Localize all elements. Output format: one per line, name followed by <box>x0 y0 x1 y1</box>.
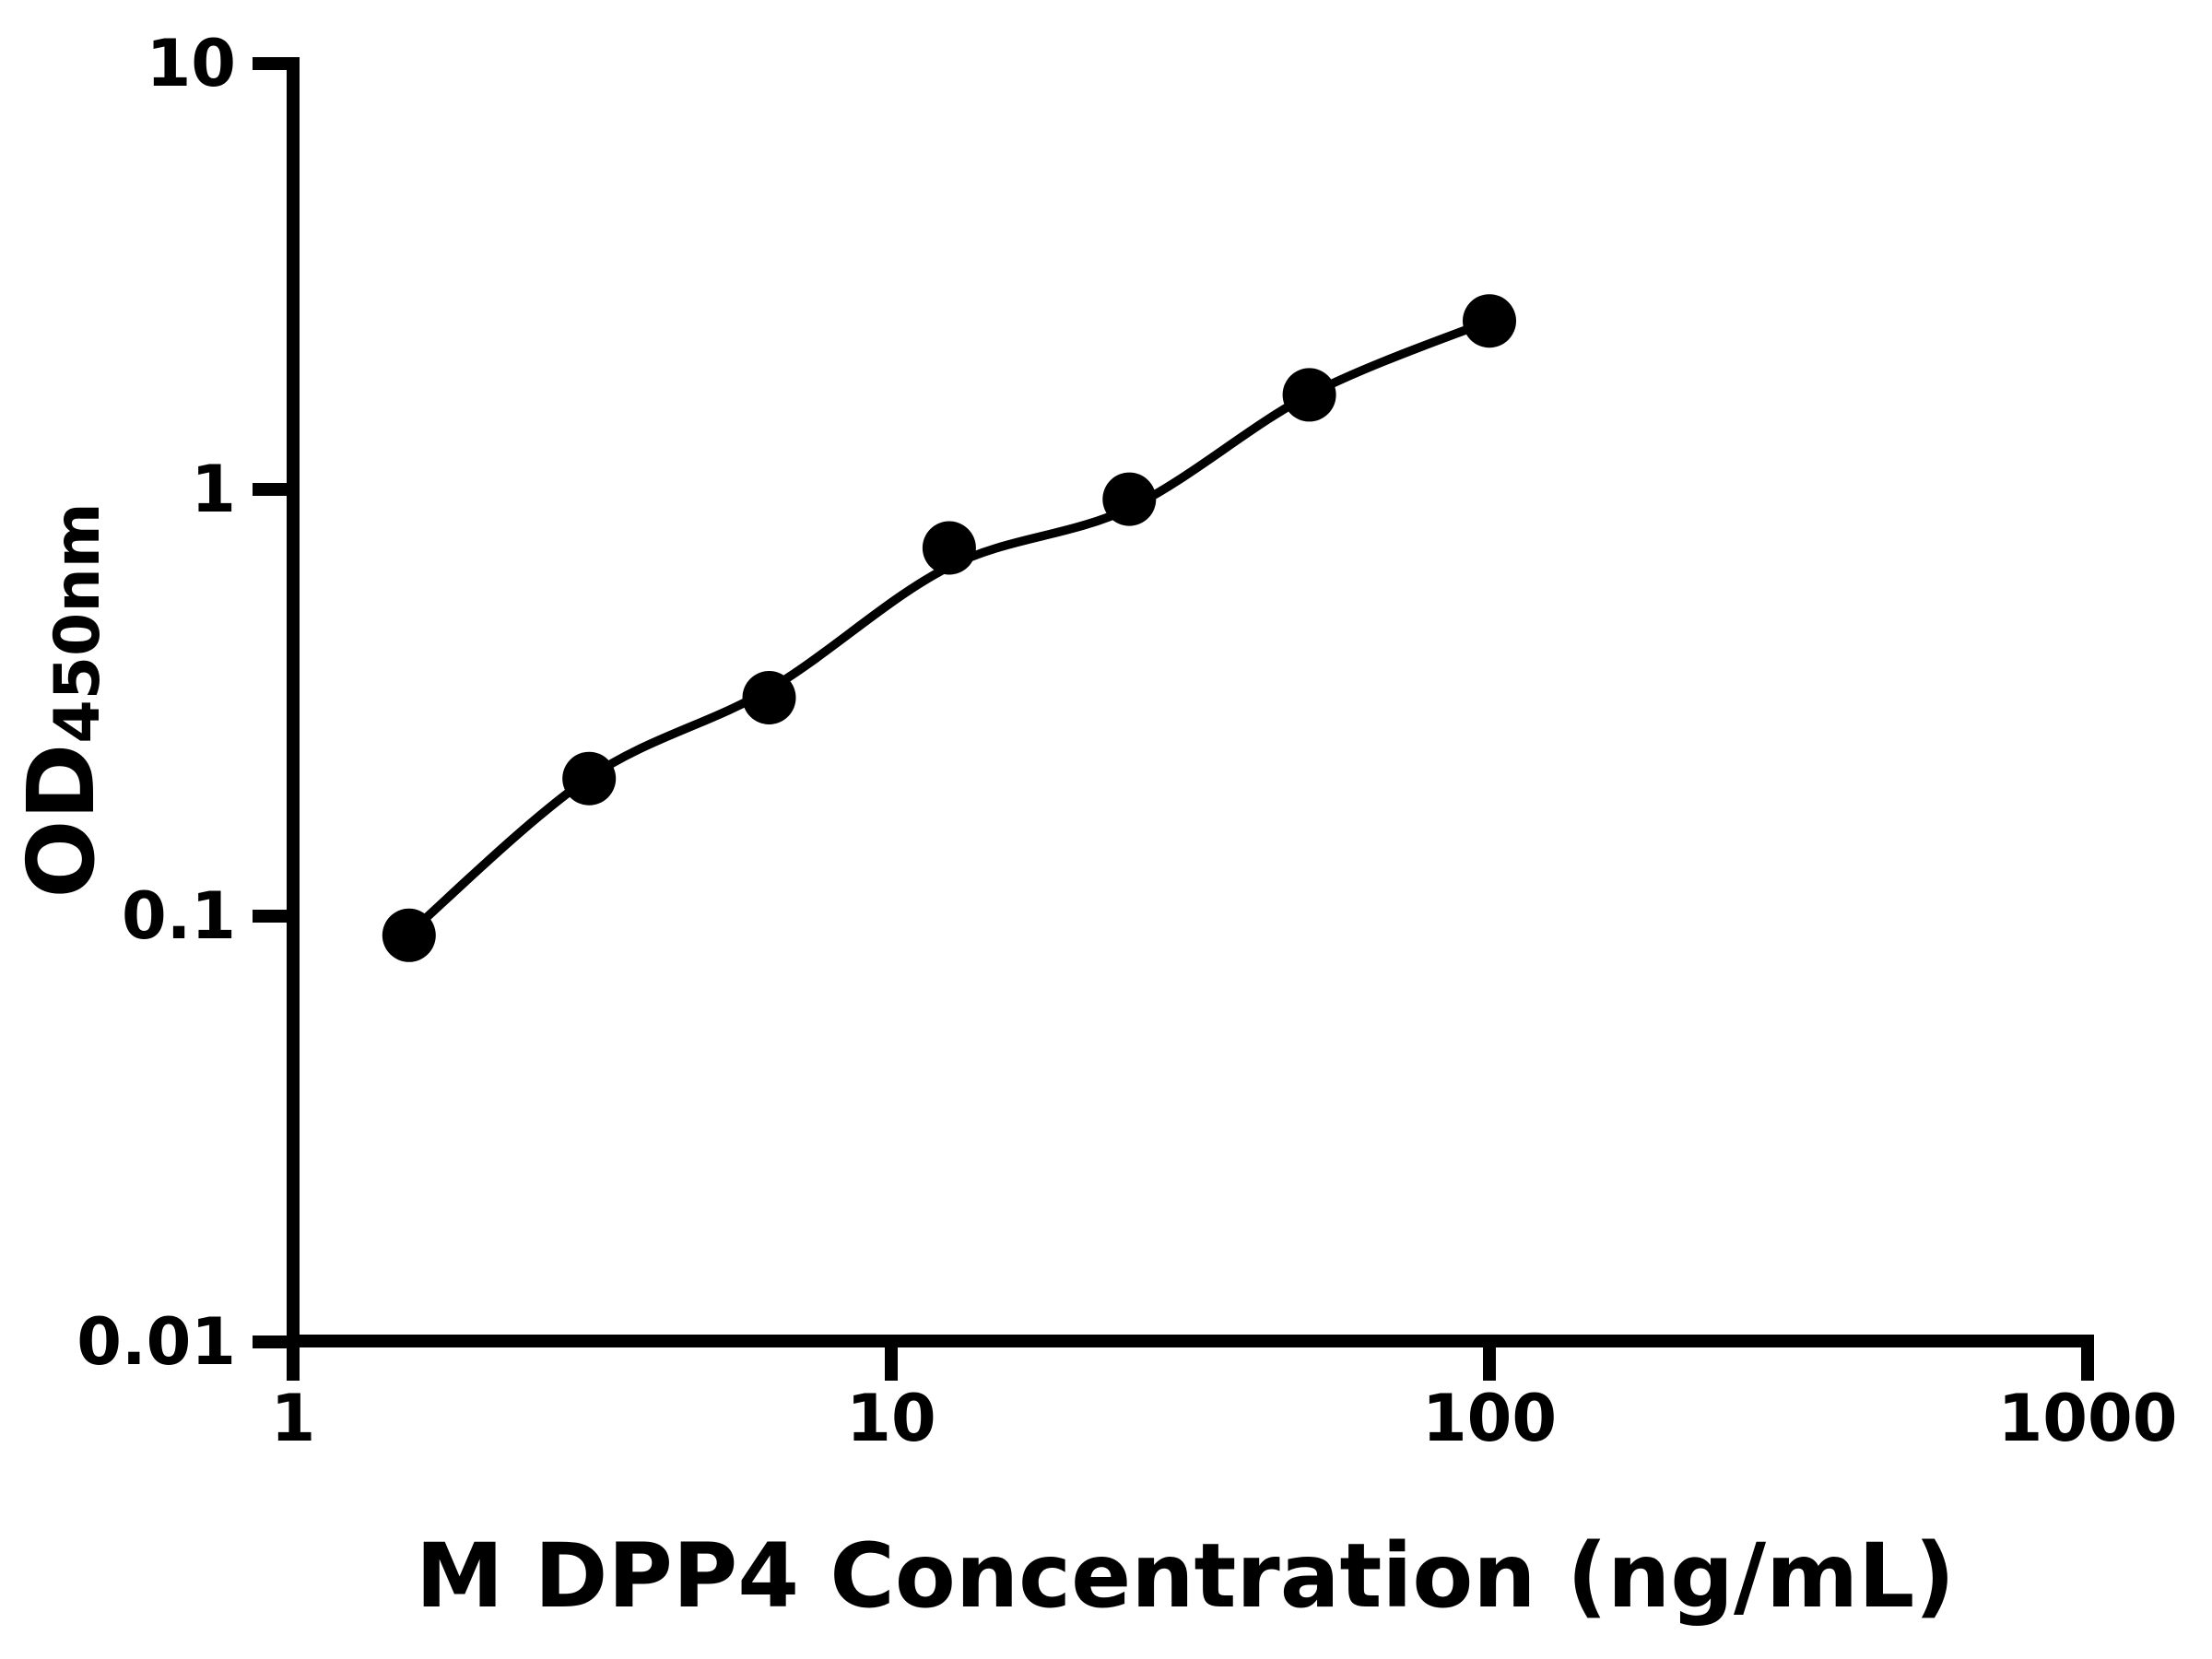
x-tick-label-10: 10 <box>846 1381 936 1456</box>
data-point <box>742 671 796 724</box>
y-tick-label-10: 10 <box>146 26 236 101</box>
x-axis <box>287 1335 2094 1381</box>
data-point <box>1463 294 1516 348</box>
y-axis <box>253 57 300 1348</box>
y-axis-title-main: OD <box>7 743 115 899</box>
x-tick-label-1000: 1000 <box>1997 1381 2178 1456</box>
data-point <box>1282 368 1336 422</box>
y-tick-label-0_01: 0.01 <box>76 1304 236 1380</box>
data-point <box>382 908 436 962</box>
y-tick-label-0_1: 0.1 <box>121 878 236 954</box>
data-point <box>922 521 976 575</box>
x-tick-label-1: 1 <box>270 1381 316 1456</box>
y-axis-title: OD 450nm <box>7 332 136 1069</box>
data-points-group <box>382 294 1516 962</box>
y-axis-title-subscript: 450nm <box>41 502 114 744</box>
x-axis-title: M DPP4 Concentration (ng/mL) <box>415 1524 1956 1628</box>
y-tick-label-1: 1 <box>191 452 236 527</box>
data-point <box>562 751 617 806</box>
x-tick-label-100: 100 <box>1421 1381 1558 1456</box>
data-point <box>1102 472 1157 526</box>
